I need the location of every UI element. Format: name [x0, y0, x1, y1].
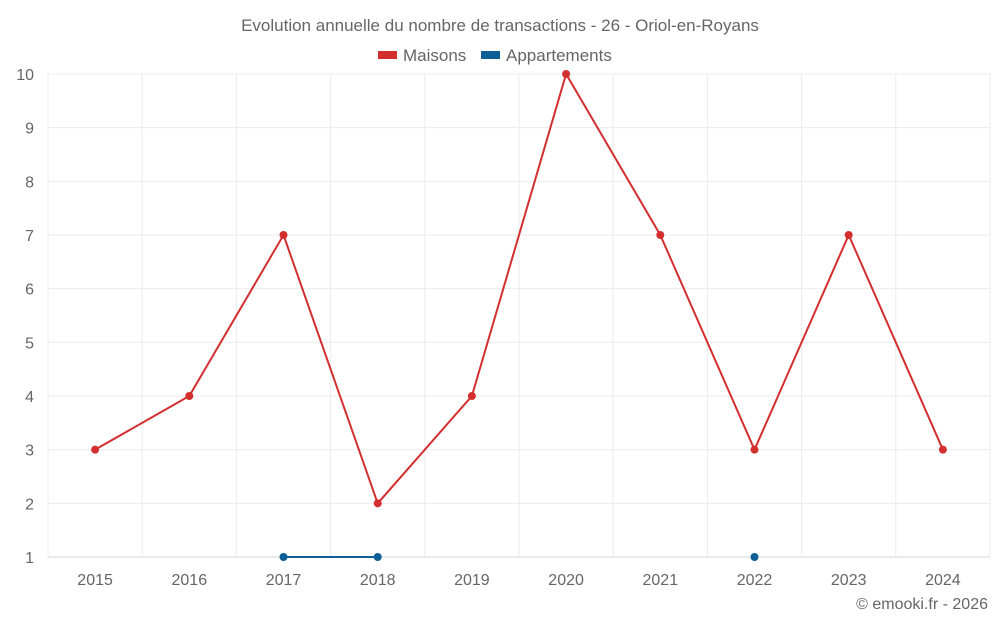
y-tick-label: 3: [25, 443, 34, 460]
x-tick-label: 2015: [77, 572, 113, 589]
series-appartements: [279, 553, 759, 561]
credit-text: © emooki.fr - 2026: [856, 596, 988, 613]
y-tick-label: 10: [16, 67, 34, 84]
y-tick-label: 4: [25, 389, 34, 406]
x-axis-ticks: 2015 2016 2017 2018 2019 2020 2021 2022 2023 2024: [77, 572, 960, 589]
legend-label-appartements: Appartements: [506, 46, 612, 65]
x-tick-label: 2019: [454, 572, 490, 589]
x-tick-label: 2018: [360, 572, 396, 589]
y-tick-label: 8: [25, 174, 34, 191]
x-tick-label: 2023: [831, 572, 867, 589]
x-tick-label: 2024: [925, 572, 961, 589]
legend-item-appartements[interactable]: Appartements: [481, 46, 612, 65]
data-point-maisons-2024[interactable]: [938, 445, 947, 454]
x-tick-label: 2016: [172, 572, 208, 589]
legend-label-maisons: Maisons: [403, 46, 466, 65]
series: [91, 70, 947, 561]
x-tick-label: 2020: [548, 572, 584, 589]
data-point-maisons-2016[interactable]: [185, 392, 194, 400]
x-tick-label: 2022: [737, 572, 773, 589]
data-point-maisons-2021[interactable]: [656, 231, 665, 239]
data-point-maisons-2019[interactable]: [467, 392, 476, 400]
grid: [47, 73, 991, 558]
legend-swatch-appartements: [481, 51, 500, 59]
data-point-maisons-2015[interactable]: [91, 445, 100, 454]
y-axis-ticks: 1 2 3 4 5 6 7 8 9 10: [16, 67, 34, 567]
series-line-maisons: [94, 73, 944, 505]
data-point-appartements-2018[interactable]: [373, 553, 382, 561]
y-tick-label: 5: [25, 335, 34, 352]
x-tick-label: 2021: [643, 572, 679, 589]
x-tick-label: 2017: [266, 572, 302, 589]
y-tick-label: 1: [25, 550, 34, 567]
series-maisons: [91, 70, 947, 508]
y-tick-label: 6: [25, 282, 34, 299]
y-tick-label: 7: [25, 228, 34, 245]
legend: Maisons Appartements: [378, 46, 612, 65]
chart-title: Evolution annuelle du nombre de transact…: [241, 16, 759, 35]
data-point-appartements-2022[interactable]: [750, 553, 759, 561]
y-tick-label: 2: [25, 496, 34, 513]
data-point-maisons-2023[interactable]: [844, 231, 853, 239]
legend-item-maisons[interactable]: Maisons: [378, 46, 466, 65]
y-tick-label: 9: [25, 121, 34, 138]
data-point-maisons-2018[interactable]: [373, 499, 382, 508]
data-point-appartements-2017[interactable]: [279, 553, 288, 561]
legend-swatch-maisons: [378, 51, 397, 59]
data-point-maisons-2022[interactable]: [750, 445, 759, 454]
data-point-maisons-2020[interactable]: [562, 70, 571, 78]
data-point-maisons-2017[interactable]: [279, 231, 288, 239]
